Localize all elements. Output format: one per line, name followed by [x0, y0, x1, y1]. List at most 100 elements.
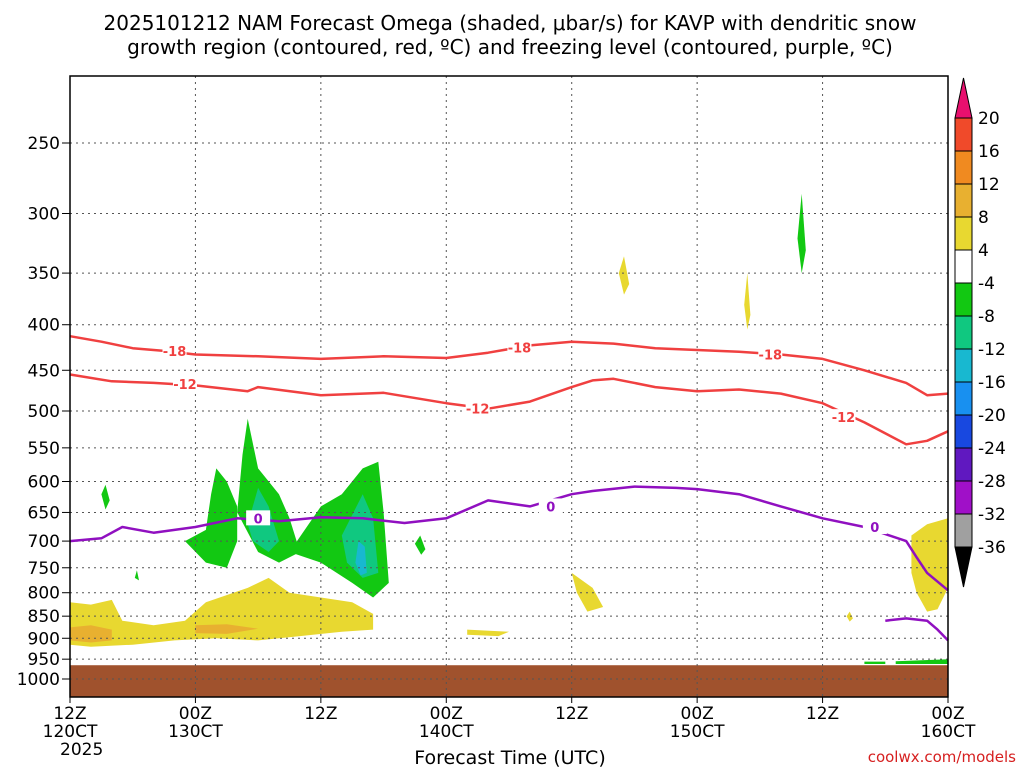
colorbar-segment-8 — [954, 348, 973, 383]
contour-label-bg-0-1 — [538, 498, 563, 514]
contour-label-bg--18-1 — [507, 339, 532, 355]
colorbar-segment-1 — [954, 117, 973, 152]
x-tick-label-48-1: 12Z — [555, 704, 588, 724]
title-line-2: growth region (contoured, red, ºC) and f… — [127, 35, 893, 59]
y-tick-label-450: 450 — [28, 361, 60, 381]
colorbar-label-5: -4 — [978, 274, 995, 294]
shade-green-small-3 — [134, 570, 139, 581]
colorbar-label-1: 16 — [978, 142, 1000, 162]
y-tick-label-350: 350 — [28, 264, 60, 284]
shade-green-surface-2 — [864, 661, 886, 664]
colorbar-segment-10 — [954, 414, 973, 449]
colorbar-label-0: 20 — [978, 109, 1000, 129]
grid-lines — [70, 76, 948, 697]
x-tick-label-72-1: 12Z — [806, 704, 839, 724]
colorbar-segment-3 — [954, 183, 973, 218]
x-tick-label-12-1: 00Z — [179, 704, 212, 724]
y-tick-label-900: 900 — [28, 629, 60, 649]
colorbar-segment-9 — [954, 381, 973, 416]
contour-label-bg--12-0 — [172, 375, 197, 391]
y-tick-label-750: 750 — [28, 559, 60, 579]
y-tick-label-700: 700 — [28, 532, 60, 552]
x-tick-label-0-2: 120CT — [43, 722, 98, 742]
contour-label-bg--18-2 — [758, 346, 783, 362]
shade-green-small-1 — [101, 484, 110, 510]
x-tick-label-12-2: 130CT — [168, 722, 223, 742]
colorbar-label-7: -12 — [978, 340, 1006, 360]
colorbar-label-12: -32 — [978, 505, 1006, 525]
contour-label-bg--18-0 — [162, 342, 187, 358]
y-tick-label-850: 850 — [28, 607, 60, 627]
surface-fill — [70, 665, 948, 697]
colorbar-label-11: -28 — [978, 472, 1006, 492]
shade-yellow-upper-1 — [618, 256, 630, 295]
axes-frame — [69, 75, 949, 698]
colorbar-label-2: 12 — [978, 175, 1000, 195]
contour-label--18-2: -18 — [759, 348, 783, 363]
colorbar-segment-13 — [954, 513, 973, 548]
contour-label-bg-0-2 — [862, 519, 887, 535]
contour-label-bg--12-1 — [465, 400, 490, 416]
shade-green-surface-1 — [895, 659, 948, 664]
omega-shading — [70, 193, 948, 664]
shade-yellow-right — [911, 518, 948, 612]
x-tick-label-36-1: 00Z — [430, 704, 463, 724]
shade-green-upper — [797, 193, 806, 274]
x-tick-label-60-1: 00Z — [681, 704, 714, 724]
shade-ascent-green-a — [185, 468, 238, 568]
y-tick-label-500: 500 — [28, 402, 60, 422]
x-tick-label-84-2: 160CT — [921, 722, 976, 742]
shade-ascent-teal-b — [341, 494, 379, 578]
contour-label-bg--12-2 — [831, 409, 856, 425]
y-tick-label-600: 600 — [28, 472, 60, 492]
y-tick-label-300: 300 — [28, 204, 60, 224]
colorbar-segment-6 — [954, 282, 973, 317]
x-tick-label-0-1: 12Z — [53, 704, 86, 724]
shade-yellow-mid — [467, 629, 509, 637]
colorbar-bottom-arrow — [954, 546, 973, 588]
y-tick-label-800: 800 — [28, 584, 60, 604]
colorbar-label-10: -24 — [978, 439, 1006, 459]
colorbar-label-9: -20 — [978, 406, 1006, 426]
shade-yellow-upper-2 — [744, 273, 751, 330]
colorbar-label-13: -36 — [978, 538, 1006, 558]
axes — [69, 75, 949, 698]
shade-green-small-2 — [414, 535, 426, 555]
y-tick-label-1000: 1000 — [17, 670, 60, 690]
shade-descent-yellow-low — [70, 577, 374, 647]
ground-surface — [70, 665, 948, 697]
x-tick-label-24-1: 12Z — [304, 704, 337, 724]
colorbar-segment-11 — [954, 447, 973, 482]
y-tick-label-250: 250 — [28, 134, 60, 154]
contour-label-0-0: 0 — [254, 512, 263, 527]
colorbar-top-arrow — [954, 77, 973, 119]
colorbar-segment-7 — [954, 315, 973, 350]
contour-lines: -18 -18 -18 -12 -12 -12 0 0 0 — [69, 334, 949, 642]
colorbar-label-6: -8 — [978, 307, 995, 327]
contour-label--12-1: -12 — [466, 403, 490, 418]
x-tick-label-0-3: 2025 — [60, 740, 103, 760]
y-tick-label-950: 950 — [28, 650, 60, 670]
contour-label--12-2: -12 — [832, 411, 856, 426]
colorbar-segment-5 — [954, 249, 973, 284]
shade-descent-orange-b — [195, 624, 259, 634]
colorbar-segment-12 — [954, 480, 973, 515]
shade-ascent-cyan — [355, 541, 367, 576]
colorbar: 20 16 12 8 4 -4 -8 -12 -16 -20 -24 -28 -32 -36 — [954, 77, 1006, 588]
shade-yellow-upper-3 — [846, 611, 853, 622]
y-tick-label-550: 550 — [28, 439, 60, 459]
contour-label-0-1: 0 — [546, 500, 555, 515]
contour-label-0-2: 0 — [870, 521, 879, 536]
y-axis-ticks: 2503003504004505005506006507007508008509… — [17, 134, 70, 690]
colorbar-label-3: 8 — [978, 208, 989, 228]
colorbar-label-4: 4 — [978, 241, 989, 261]
contour-0-lower — [885, 617, 949, 642]
colorbar-segment-4 — [954, 216, 973, 251]
y-tick-label-400: 400 — [28, 316, 60, 336]
contour-label--18-0: -18 — [163, 345, 187, 360]
contour-label--12-0: -12 — [173, 378, 197, 393]
credit-text: coolwx.com/models — [868, 748, 1016, 766]
x-axis-label: Forecast Time (UTC) — [414, 747, 605, 768]
